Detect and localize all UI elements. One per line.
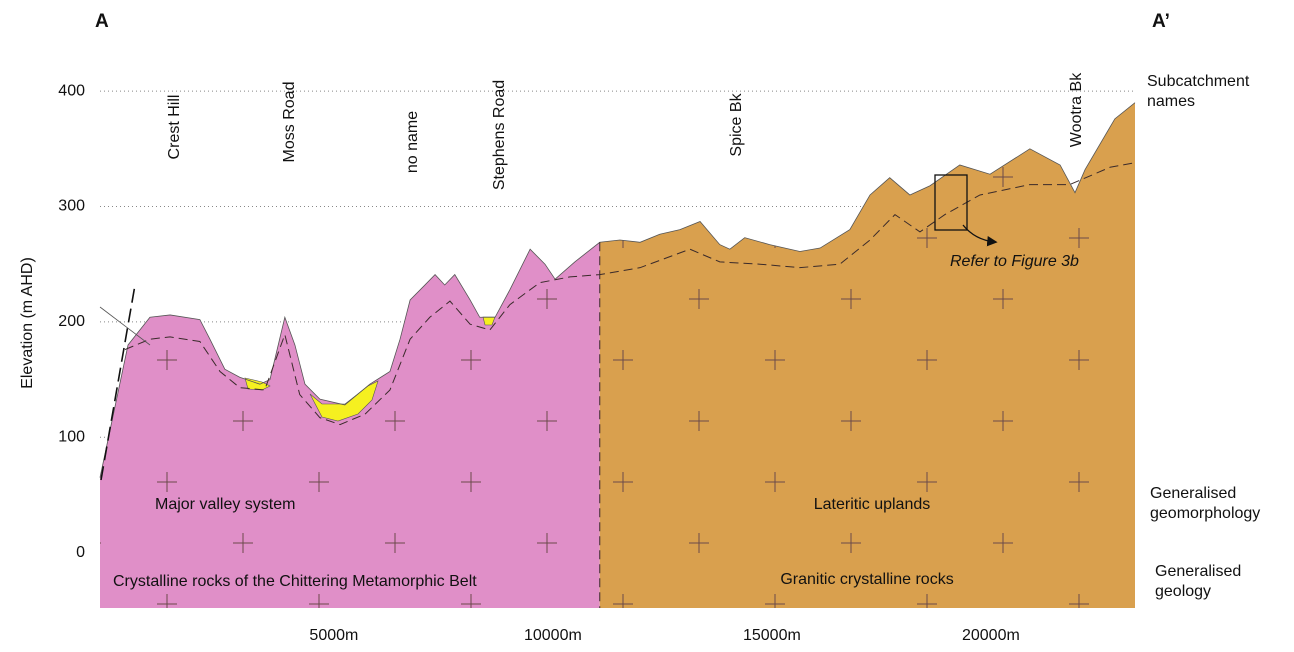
- y-tick-label: 400: [58, 82, 85, 99]
- y-tick-label: 300: [58, 198, 85, 215]
- y-tick-label: 200: [58, 313, 85, 330]
- x-tick-label: 15000m: [743, 627, 801, 644]
- geomorphology-label: Major valley system: [155, 496, 295, 513]
- figure-arrow: [962, 224, 998, 247]
- section-start-label: A: [95, 11, 109, 32]
- subcatchment-heading: Subcatchment names: [1147, 73, 1250, 110]
- subcatchment-label: no name: [404, 111, 421, 173]
- fault-line: [100, 284, 136, 481]
- geology-label: Granitic crystalline rocks: [780, 571, 953, 588]
- weathering-front: [124, 162, 1136, 426]
- x-tick-label: 20000m: [962, 627, 1020, 644]
- subcatchment-label: Spice Bk: [728, 92, 745, 156]
- figure-box: [934, 174, 968, 231]
- boundary-line: [99, 306, 151, 346]
- section-end-label: A’: [1152, 11, 1170, 32]
- y-tick-label: 100: [58, 428, 85, 445]
- geology-heading: Generalised geology: [1155, 563, 1242, 600]
- geology-label: Crystalline rocks of the Chittering Meta…: [113, 573, 477, 590]
- subcatchment-label: Moss Road: [281, 82, 298, 163]
- x-tick-label: 5000m: [309, 627, 358, 644]
- subcatchment-label: Crest Hill: [166, 95, 183, 160]
- geomorphology-label: Lateritic uplands: [814, 496, 931, 513]
- geomorphology-heading: Generalised geomorphology: [1150, 485, 1261, 522]
- subcatchment-label: Wootra Bk: [1068, 72, 1085, 147]
- y-axis-label: Elevation (m AHD): [19, 257, 36, 389]
- surface-line: [99, 102, 1136, 478]
- x-tick-label: 10000m: [524, 627, 582, 644]
- annotation: Refer to Figure 3b: [950, 253, 1079, 270]
- rock-pattern: [100, 102, 1135, 609]
- y-tick-label: 0: [76, 544, 85, 561]
- subcatchment-label: Stephens Road: [491, 80, 508, 190]
